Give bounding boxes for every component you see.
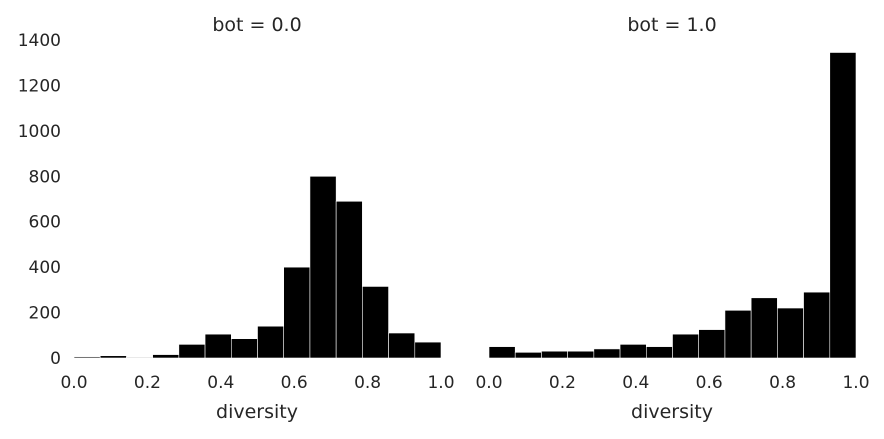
y-tick-label: 600 xyxy=(29,213,61,233)
histogram-bar xyxy=(488,346,516,359)
y-tick-label: 800 xyxy=(29,167,61,187)
panel-title-bot-0: bot = 0.0 xyxy=(212,14,301,36)
histogram-bar xyxy=(414,341,442,359)
histogram-bar xyxy=(178,344,206,359)
histogram-bar xyxy=(335,200,363,359)
x-axis-label-bot-0: diversity xyxy=(216,401,298,423)
bars-bot-1 xyxy=(488,52,857,359)
y-tick-label: 400 xyxy=(29,258,61,278)
x-tick-label: 0.0 xyxy=(60,373,87,393)
bars-bot-0 xyxy=(73,175,442,359)
x-axis-ticks-bot-0: 0.0 0.2 0.4 0.6 0.8 1.0 xyxy=(60,373,454,393)
x-tick-label: 0.6 xyxy=(696,373,723,393)
histogram-bar xyxy=(257,325,285,359)
x-tick-label: 0.8 xyxy=(354,373,381,393)
x-tick-label: 0.2 xyxy=(134,373,161,393)
histogram-bar xyxy=(73,356,101,359)
histogram-bar xyxy=(152,354,180,359)
y-tick-label: 1000 xyxy=(18,122,61,142)
histogram-bar xyxy=(724,309,752,359)
histogram-bar xyxy=(567,350,595,359)
histogram-bar xyxy=(698,329,726,359)
x-tick-label: 0.4 xyxy=(622,373,649,393)
x-tick-label: 0.8 xyxy=(769,373,796,393)
histogram-bar xyxy=(126,357,153,359)
panel-title-bot-1: bot = 1.0 xyxy=(627,14,716,36)
x-tick-label: 0.6 xyxy=(281,373,308,393)
histogram-bar xyxy=(230,338,258,359)
x-tick-label: 0.2 xyxy=(549,373,576,393)
histogram-bar xyxy=(829,52,857,359)
panel-bot-1: bot = 1.0 0.0 0.2 0.4 0.6 0.8 1.0 diversity xyxy=(475,14,869,423)
x-tick-label: 1.0 xyxy=(427,373,454,393)
histogram-bar xyxy=(593,348,621,359)
histogram-bar xyxy=(514,352,542,359)
histogram-bar xyxy=(388,332,416,359)
histogram-bar xyxy=(283,266,311,359)
histogram-bar xyxy=(204,333,232,359)
histogram-bar xyxy=(619,344,647,359)
y-tick-label: 1400 xyxy=(18,31,61,51)
y-tick-label: 200 xyxy=(29,304,61,324)
histogram-bar xyxy=(362,286,389,359)
histogram-bar xyxy=(99,355,127,359)
histogram-bar xyxy=(309,175,337,359)
x-tick-label: 0.0 xyxy=(475,373,502,393)
x-tick-label: 1.0 xyxy=(842,373,869,393)
x-axis-ticks-bot-1: 0.0 0.2 0.4 0.6 0.8 1.0 xyxy=(475,373,869,393)
histogram-bar xyxy=(672,333,700,359)
histogram-bar xyxy=(803,291,831,359)
histogram-bar xyxy=(750,297,778,359)
y-axis-ticks: 0 200 400 600 800 1000 1200 1400 xyxy=(18,31,61,369)
x-axis-label-bot-1: diversity xyxy=(631,401,713,423)
y-tick-label: 1200 xyxy=(18,76,61,96)
y-tick-label: 0 xyxy=(50,349,61,369)
histogram-bar xyxy=(645,346,673,359)
histogram-bar xyxy=(777,307,804,359)
histogram-bar xyxy=(541,350,568,359)
x-tick-label: 0.4 xyxy=(207,373,234,393)
